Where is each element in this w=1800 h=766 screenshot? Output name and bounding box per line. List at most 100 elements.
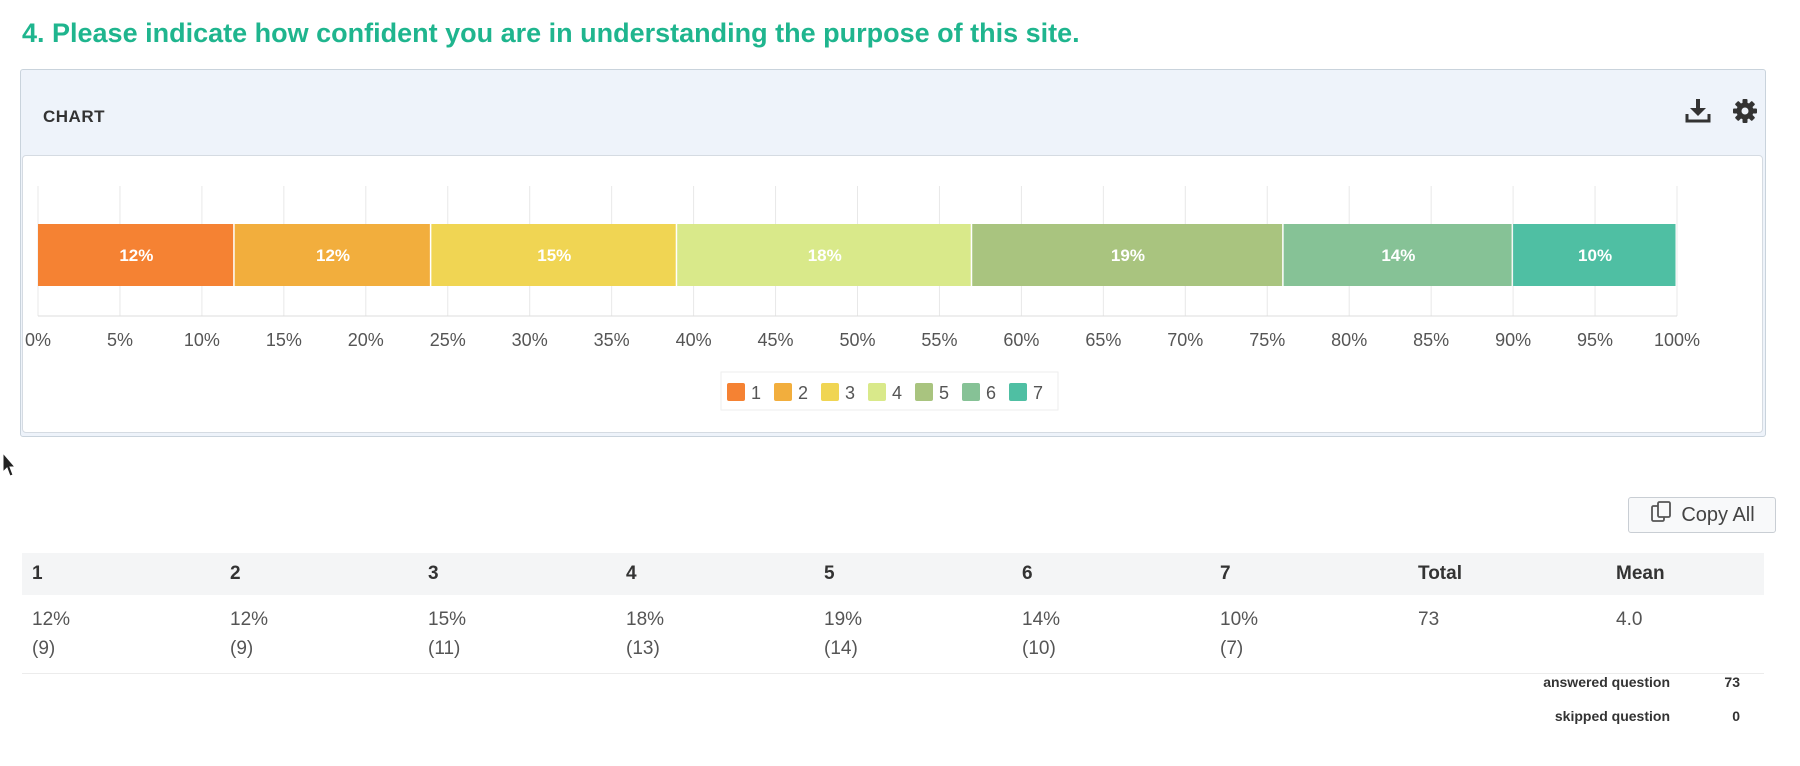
x-tick-label: 35% (594, 330, 630, 350)
cell-percent: 12% (32, 609, 71, 630)
x-tick-label: 20% (348, 330, 384, 350)
results-table: 1 2 3 4 5 6 7 Total Mean 12% (9) 12% (9) 1… (22, 553, 1764, 674)
question-title: 4. Please indicate how confident you are… (22, 18, 1080, 48)
bar-data-label: 14% (1381, 246, 1415, 265)
bar-data-label: 19% (1111, 246, 1145, 265)
mean-cell: 4.0 (1606, 595, 1764, 674)
legend-swatch-6 (962, 383, 980, 401)
total-cell: 73 (1408, 595, 1606, 674)
legend-label: 7 (1033, 383, 1043, 403)
cell-percent: 19% (824, 609, 863, 630)
table-header: Total (1408, 553, 1606, 595)
copy-all-label: Copy All (1681, 503, 1755, 526)
cell-percent: 10% (1220, 609, 1259, 630)
bar-segment-3 (431, 224, 676, 286)
cell-percent: 18% (626, 609, 665, 630)
cell-count: (13) (626, 638, 660, 659)
x-tick-label: 75% (1249, 330, 1285, 350)
cell-count: (10) (1022, 638, 1056, 659)
chart-panel-header: CHART (21, 70, 1765, 154)
x-tick-label: 100% (1654, 330, 1700, 350)
cell-count: (9) (32, 638, 56, 659)
x-tick-label: 5% (107, 330, 133, 350)
cell-percent: 14% (1022, 609, 1061, 630)
x-tick-label: 45% (758, 330, 794, 350)
bar-segment-2 (234, 224, 430, 286)
x-tick-label: 80% (1331, 330, 1367, 350)
bar-layer: 12% 12% 15% 18% 19% 14% 10% (38, 224, 1676, 286)
bar-segment-4 (677, 224, 971, 286)
bar-data-label: 12% (119, 246, 153, 265)
x-tick-label: 30% (512, 330, 548, 350)
legend-swatch-1 (727, 383, 745, 401)
bar-data-label: 12% (316, 246, 350, 265)
table-cell: 10% (7) (1210, 595, 1408, 674)
tick-label-layer: 0% 5% 10% 15% 20% 25% 30% 35% 40% 45% 50% 55% 60% 65%… (25, 330, 1700, 350)
x-tick-label: 25% (430, 330, 466, 350)
copy-icon (1649, 500, 1673, 530)
table-header: 7 (1210, 553, 1408, 595)
mouse-cursor-icon (2, 451, 17, 478)
copy-all-button[interactable]: Copy All (1628, 497, 1776, 533)
legend-label: 3 (845, 383, 855, 403)
legend-swatch-4 (868, 383, 886, 401)
x-tick-label: 60% (1003, 330, 1039, 350)
answered-label: answered question (1543, 674, 1670, 690)
bar-segment-6 (1283, 224, 1512, 286)
x-tick-label: 40% (676, 330, 712, 350)
x-tick-label: 0% (25, 330, 51, 350)
x-tick-label: 65% (1085, 330, 1121, 350)
legend-box (720, 371, 1059, 411)
download-icon[interactable] (1681, 94, 1715, 128)
legend-label: 1 (751, 383, 761, 403)
legend-label: 5 (939, 383, 949, 403)
chart-panel-label: CHART (43, 107, 105, 126)
bar-segment-5 (972, 224, 1283, 286)
table-cell: 14% (10) (1012, 595, 1210, 674)
x-tick-label: 55% (921, 330, 957, 350)
x-tick-label: 15% (266, 330, 302, 350)
table-header: Mean (1606, 553, 1764, 595)
response-summary: answered question 73 skipped question 0 (1500, 674, 1770, 742)
legend-swatch-7 (1009, 383, 1027, 401)
x-tick-label: 10% (184, 330, 220, 350)
legend-swatch-5 (915, 383, 933, 401)
skipped-row: skipped question 0 (1500, 708, 1770, 742)
table-cell: 15% (11) (418, 595, 616, 674)
x-tick-label: 90% (1495, 330, 1531, 350)
bar-segment-7 (1513, 224, 1676, 286)
x-tick-label: 50% (839, 330, 875, 350)
stacked-bar-chart: 12% 12% 15% 18% 19% 14% 10% 0% 5% 10% 15% 20% 25% 30… (25, 186, 1700, 411)
table-cell: 12% (9) (220, 595, 418, 674)
cell-count: (9) (230, 638, 254, 659)
chart-panel: CHART 12% 12% 15% 18% 1 (20, 69, 1766, 437)
table-row: 12% (9) 12% (9) 15% (11) 18% (13) 19% (14) 14… (22, 595, 1764, 674)
cell-percent: 15% (428, 609, 467, 630)
table-header: 4 (616, 553, 814, 595)
bar-segment-1 (38, 224, 234, 286)
legend-label: 2 (798, 383, 808, 403)
cell-percent: 12% (230, 609, 269, 630)
table-header: 1 (22, 553, 220, 595)
table-header: 3 (418, 553, 616, 595)
skipped-value: 0 (1732, 708, 1740, 724)
x-tick-label: 85% (1413, 330, 1449, 350)
cell-count: (11) (428, 638, 461, 659)
bar-data-label: 15% (537, 246, 571, 265)
legend-swatch-2 (774, 383, 792, 401)
table-cell: 18% (13) (616, 595, 814, 674)
legend-swatch-3 (821, 383, 839, 401)
answered-value: 73 (1724, 674, 1740, 690)
x-tick-label: 95% (1577, 330, 1613, 350)
skipped-label: skipped question (1554, 708, 1670, 724)
table-header: 6 (1012, 553, 1210, 595)
table-cell: 12% (9) (22, 595, 220, 674)
table-header: 2 (220, 553, 418, 595)
legend-label: 4 (892, 383, 902, 403)
bar-data-label: 18% (808, 246, 842, 265)
legend-label: 6 (986, 383, 996, 403)
legend: 1 2 3 4 5 6 7 (720, 371, 1059, 411)
table-cell: 19% (14) (814, 595, 1012, 674)
table-header: 5 (814, 553, 1012, 595)
gear-icon[interactable] (1728, 94, 1762, 128)
